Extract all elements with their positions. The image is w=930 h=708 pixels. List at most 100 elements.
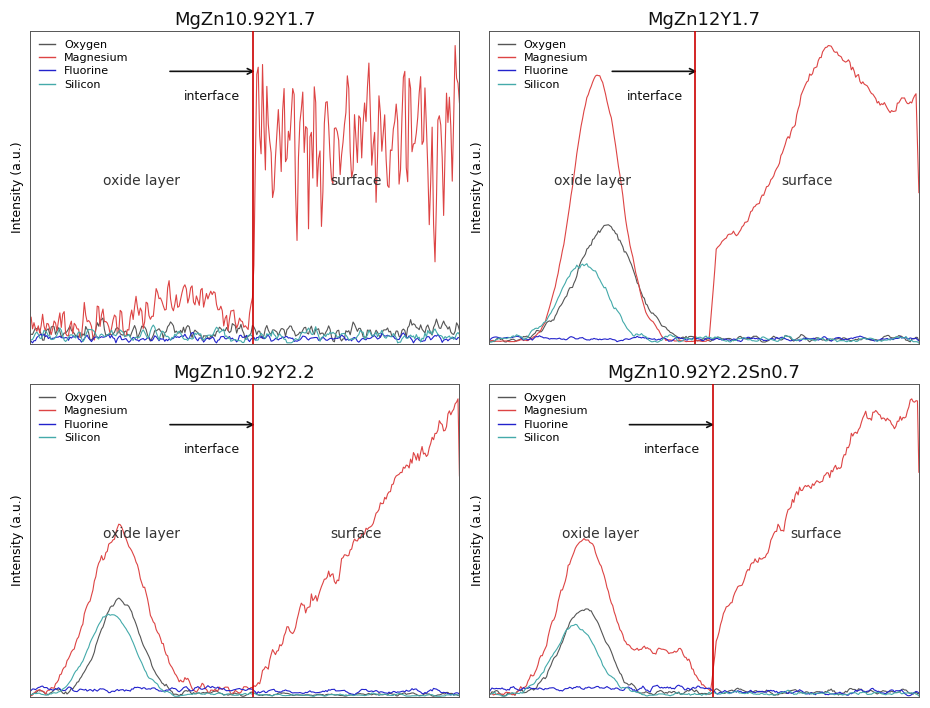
Oxygen xyxy=(876,687,887,696)
Y-axis label: Intensity (a.u.): Intensity (a.u.) xyxy=(471,142,484,233)
Oxygen xyxy=(288,327,299,336)
Oxygen xyxy=(417,691,428,700)
Silicon xyxy=(389,690,400,699)
Silicon xyxy=(169,692,180,700)
Magnesium xyxy=(280,628,291,636)
Legend: Oxygen, Magnesium, Fluorine, Silicon: Oxygen, Magnesium, Fluorine, Silicon xyxy=(35,389,132,446)
Fluorine xyxy=(913,689,924,697)
Magnesium xyxy=(280,157,291,166)
Line: Fluorine: Fluorine xyxy=(30,333,459,343)
Oxygen xyxy=(913,690,924,698)
Fluorine xyxy=(876,334,887,343)
Oxygen xyxy=(25,330,36,338)
Magnesium xyxy=(748,203,759,212)
Fluorine xyxy=(534,331,545,340)
Silicon xyxy=(148,321,159,329)
Fluorine xyxy=(203,681,214,690)
Magnesium xyxy=(449,41,460,50)
Silicon xyxy=(282,691,293,700)
Fluorine xyxy=(283,333,294,342)
Text: interface: interface xyxy=(644,443,700,457)
Oxygen xyxy=(758,338,769,346)
Oxygen xyxy=(237,692,248,700)
Legend: Oxygen, Magnesium, Fluorine, Silicon: Oxygen, Magnesium, Fluorine, Silicon xyxy=(495,389,591,446)
Fluorine xyxy=(454,690,465,699)
Magnesium xyxy=(454,98,465,107)
Line: Silicon: Silicon xyxy=(489,624,919,696)
Fluorine xyxy=(485,685,496,694)
Line: Silicon: Silicon xyxy=(30,614,459,696)
Fluorine xyxy=(847,689,858,697)
Text: oxide layer: oxide layer xyxy=(103,174,179,188)
Magnesium xyxy=(24,692,35,700)
Fluorine xyxy=(454,333,465,342)
Silicon xyxy=(484,690,495,699)
Silicon xyxy=(290,690,301,699)
Oxygen xyxy=(741,335,752,343)
Magnesium xyxy=(24,319,35,327)
Magnesium xyxy=(485,690,496,698)
Fluorine xyxy=(673,681,684,690)
Silicon xyxy=(913,692,924,700)
Oxygen xyxy=(417,325,428,333)
Title: MgZn10.92Y2.2Sn0.7: MgZn10.92Y2.2Sn0.7 xyxy=(607,365,801,382)
Line: Oxygen: Oxygen xyxy=(30,598,459,696)
Line: Magnesium: Magnesium xyxy=(489,399,919,695)
Fluorine xyxy=(849,333,860,342)
Text: oxide layer: oxide layer xyxy=(563,527,639,541)
Text: oxide layer: oxide layer xyxy=(103,527,179,541)
Fluorine xyxy=(388,687,399,696)
Silicon xyxy=(570,620,581,629)
Line: Fluorine: Fluorine xyxy=(489,685,919,696)
Fluorine xyxy=(389,334,400,343)
Oxygen xyxy=(290,691,301,700)
Fluorine xyxy=(280,685,291,694)
Silicon xyxy=(750,690,761,698)
Line: Oxygen: Oxygen xyxy=(489,609,919,696)
Silicon xyxy=(847,336,858,345)
Fluorine xyxy=(282,687,293,695)
Silicon xyxy=(741,689,752,697)
Fluorine xyxy=(485,335,496,343)
Silicon xyxy=(748,336,759,345)
Oxygen xyxy=(750,687,761,695)
Fluorine xyxy=(742,333,753,341)
Magnesium xyxy=(504,338,515,346)
Fluorine xyxy=(739,688,751,697)
Magnesium xyxy=(913,188,924,197)
Oxygen xyxy=(739,335,751,343)
Oxygen xyxy=(113,594,125,603)
Line: Magnesium: Magnesium xyxy=(489,45,919,342)
Oxygen xyxy=(280,332,291,341)
Magnesium xyxy=(484,337,495,346)
Fluorine xyxy=(288,688,299,697)
Magnesium xyxy=(741,568,752,576)
Fluorine xyxy=(417,337,428,346)
Magnesium xyxy=(913,468,924,476)
Oxygen xyxy=(603,220,614,229)
Magnesium xyxy=(739,218,751,227)
Oxygen xyxy=(389,690,400,699)
Magnesium xyxy=(25,692,36,700)
Magnesium xyxy=(876,99,887,108)
Magnesium xyxy=(388,125,399,133)
Fluorine xyxy=(415,687,426,696)
Magnesium xyxy=(906,394,917,403)
Line: Fluorine: Fluorine xyxy=(489,336,919,342)
Oxygen xyxy=(484,337,495,346)
Oxygen xyxy=(283,690,294,698)
Silicon xyxy=(484,338,495,346)
Oxygen xyxy=(748,332,759,341)
Fluorine xyxy=(741,333,752,342)
Fluorine xyxy=(27,338,38,347)
Text: interface: interface xyxy=(184,90,240,103)
Magnesium xyxy=(748,559,759,567)
Fluorine xyxy=(484,688,495,697)
Line: Oxygen: Oxygen xyxy=(30,318,459,342)
Magnesium xyxy=(739,573,751,581)
Fluorine xyxy=(903,692,914,700)
Oxygen xyxy=(454,326,465,335)
Silicon xyxy=(25,336,36,344)
Y-axis label: Intensity (a.u.): Intensity (a.u.) xyxy=(11,495,24,586)
Y-axis label: Intensity (a.u.): Intensity (a.u.) xyxy=(11,142,24,233)
